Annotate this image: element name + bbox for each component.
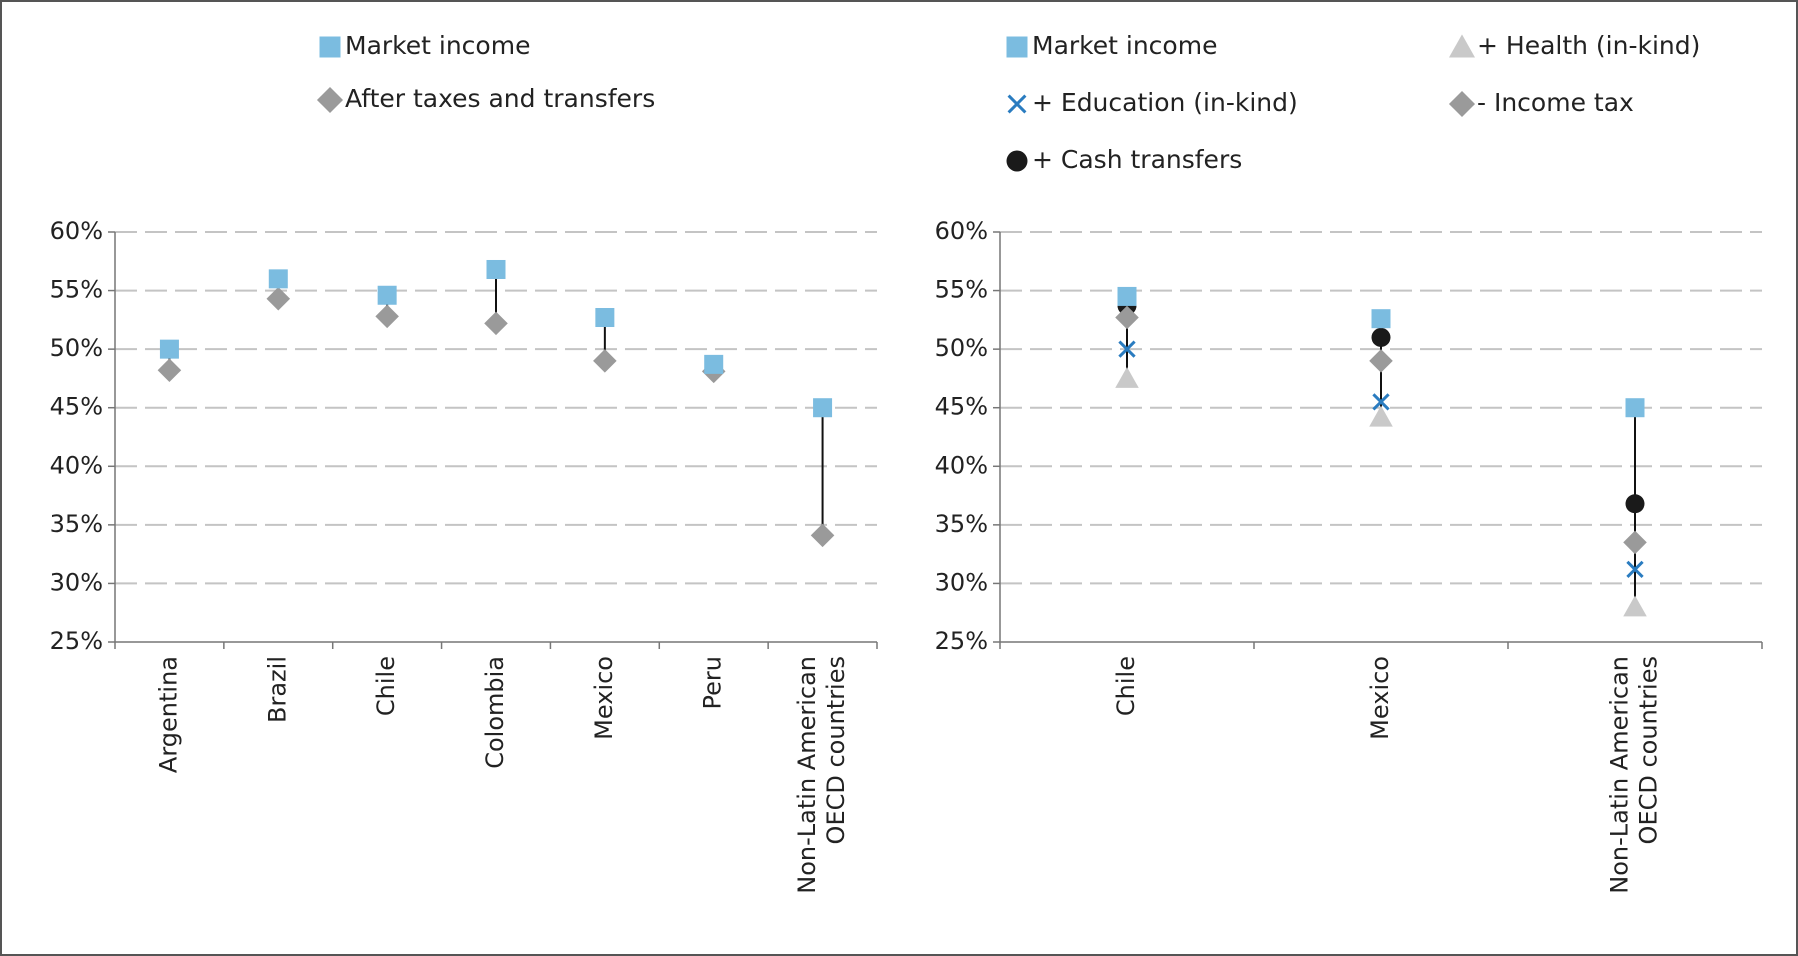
marker-square — [377, 285, 397, 305]
y-tick-label: 35% — [50, 510, 103, 538]
marker-diamond — [593, 349, 617, 373]
marker-triangle — [1369, 405, 1393, 427]
legend-label: Market income — [345, 31, 530, 60]
x-tick-label: Chile — [372, 656, 400, 716]
marker-x — [1372, 393, 1390, 411]
y-tick-label: 40% — [935, 451, 988, 479]
legend-label: After taxes and transfers — [345, 84, 655, 113]
y-tick-label: 55% — [50, 276, 103, 304]
y-tick-label: 60% — [50, 217, 103, 245]
legend-label: + Education (in-kind) — [1032, 88, 1298, 117]
y-tick-label: 40% — [50, 451, 103, 479]
legend-marker — [319, 36, 341, 58]
marker-diamond — [484, 311, 508, 336]
marker-square — [704, 354, 724, 374]
x-tick-label: Chile — [1112, 656, 1140, 716]
marker-square — [595, 308, 615, 328]
marker-circle — [1625, 494, 1645, 514]
x-tick-label: Peru — [699, 656, 727, 709]
legend-marker — [1006, 36, 1028, 58]
marker-square — [813, 398, 833, 418]
legend-label: Market income — [1032, 31, 1217, 60]
legend-label: + Cash transfers — [1032, 145, 1242, 174]
y-tick-label: 50% — [50, 334, 103, 362]
marker-diamond — [1115, 305, 1139, 330]
label-line: OECD countries — [1634, 656, 1662, 844]
marker-circle — [1371, 327, 1391, 347]
y-tick-label: 55% — [935, 276, 988, 304]
marker-diamond — [1369, 349, 1393, 373]
x-tick-label: Non-Latin AmericanOECD countries — [1606, 656, 1663, 894]
marker-x — [1118, 340, 1136, 358]
marker-x — [1626, 560, 1644, 579]
marker-square — [268, 269, 288, 289]
x-tick-label: Non-Latin AmericanOECD countries — [793, 656, 850, 894]
x-tick-label: Mexico — [590, 656, 618, 740]
legend: Market income After taxes and transfers — [316, 31, 655, 114]
y-tick-label: 60% — [935, 217, 988, 245]
legend-label: - Income tax — [1477, 88, 1634, 117]
marker-square — [1625, 398, 1645, 418]
y-tick-label: 45% — [935, 393, 988, 421]
x-tick-label: Argentina — [154, 656, 182, 773]
marker-diamond — [375, 304, 399, 329]
legend-marker — [1448, 90, 1476, 118]
x-tick-label: Brazil — [263, 656, 291, 723]
y-tick-label: 45% — [50, 393, 103, 421]
legend: Market income + Health (in-kind) + Educati… — [1006, 31, 1700, 174]
marker-square — [1117, 286, 1137, 306]
y-tick-label: 35% — [935, 510, 988, 538]
x-tick-label: Colombia — [481, 656, 509, 769]
marker-triangle — [1115, 367, 1139, 388]
y-tick-label: 30% — [50, 568, 103, 596]
marker-diamond — [810, 523, 835, 548]
y-tick-label: 30% — [935, 568, 988, 596]
y-tick-label: 25% — [935, 627, 988, 655]
marker-diamond — [1623, 530, 1647, 555]
legend-marker — [316, 86, 344, 114]
y-tick-label: 50% — [935, 334, 988, 362]
label-line: OECD countries — [822, 656, 850, 844]
y-tick-label: 25% — [50, 627, 103, 655]
marker-square — [1371, 309, 1391, 329]
legend-marker — [1006, 150, 1028, 172]
marker-diamond — [266, 286, 291, 311]
legend-marker — [1007, 94, 1027, 114]
legend-marker — [1448, 34, 1476, 58]
x-tick-label: Mexico — [1366, 656, 1394, 740]
legend-label: + Health (in-kind) — [1477, 31, 1700, 60]
marker-square — [159, 339, 179, 359]
marker-diamond — [157, 358, 182, 383]
label-line: Non-Latin American — [1606, 656, 1634, 894]
marker-triangle — [1623, 595, 1647, 617]
marker-square — [486, 259, 506, 279]
label-line: Non-Latin American — [793, 656, 821, 894]
